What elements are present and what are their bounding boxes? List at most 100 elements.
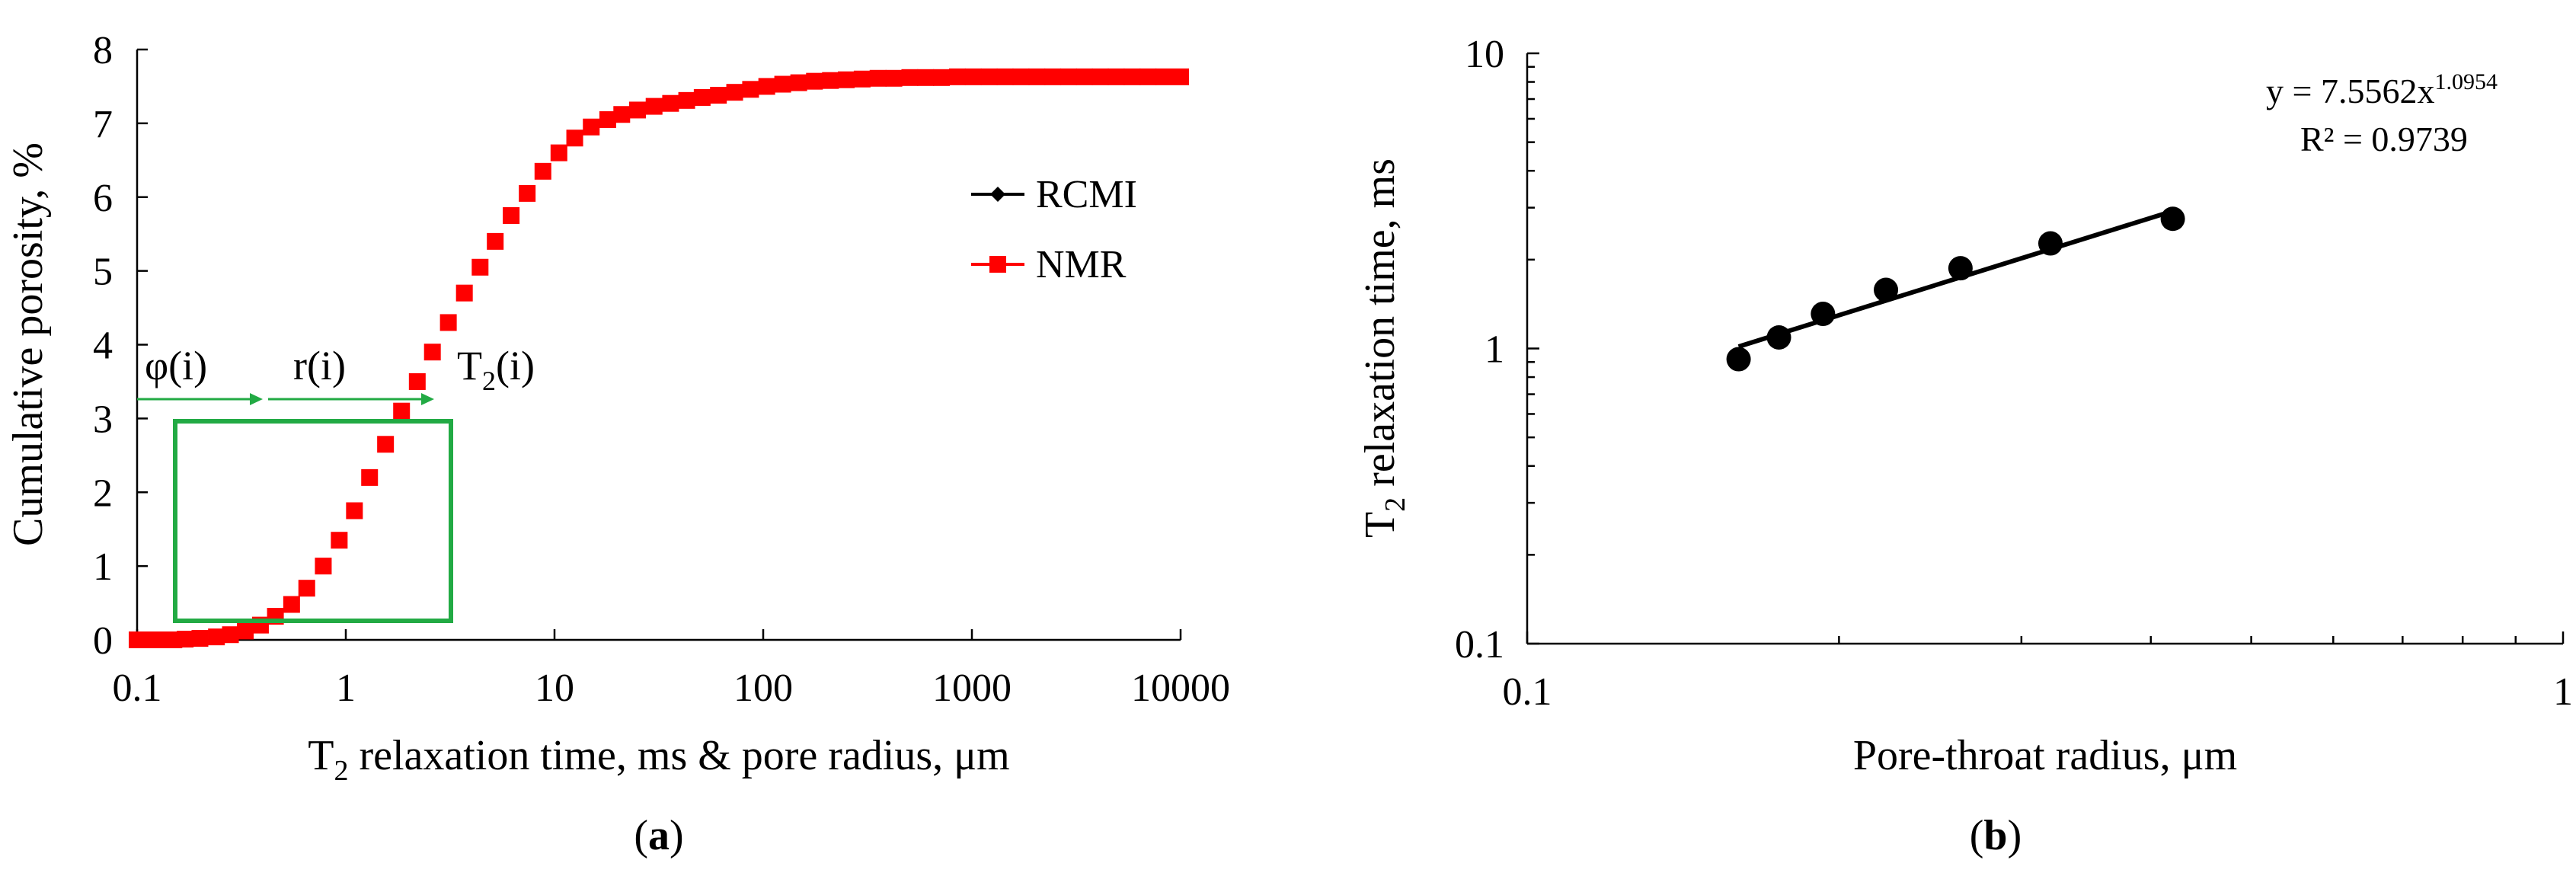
- x-tick-label: 10000: [1131, 667, 1230, 710]
- y-tick-label: 0.1: [1455, 623, 1504, 667]
- nmr-point: [742, 81, 759, 98]
- y-tick-label: 1: [1485, 328, 1504, 372]
- nmr-point: [726, 84, 743, 101]
- data-point: [2160, 206, 2185, 232]
- nmr-point: [1012, 68, 1030, 85]
- nmr-point: [693, 88, 711, 106]
- nmr-point: [137, 631, 155, 648]
- y-tick-label: 5: [93, 251, 113, 294]
- nmr-point: [662, 94, 679, 112]
- data-point: [1726, 347, 1751, 372]
- nmr-point: [917, 69, 935, 86]
- panel-b-x-label: Pore-throat radius, μm: [1853, 732, 2237, 779]
- x-tick-label: 0.1: [113, 667, 162, 710]
- nmr-point: [208, 628, 225, 646]
- nmr-point: [237, 622, 254, 640]
- legend-nmr-marker: [989, 256, 1006, 273]
- nmr-point: [283, 596, 300, 613]
- panel-a-y-ticks: 0 1 2 3 4 5 6 7 8: [93, 29, 148, 663]
- data-point: [2038, 231, 2063, 256]
- nmr-point: [853, 70, 871, 88]
- nmr-point: [710, 87, 727, 104]
- nmr-point: [1044, 68, 1062, 85]
- nmr-point: [550, 144, 567, 161]
- x-tick-label: 10: [535, 667, 574, 710]
- nmr-point: [1107, 68, 1125, 85]
- nmr-point: [455, 284, 473, 302]
- nmr-point: [869, 69, 887, 87]
- panel-a-x-ticks: 0.1 1 10 100 1000 10000: [113, 629, 1230, 710]
- nmr-point: [885, 69, 903, 87]
- x-tick-label: 0.1: [1503, 670, 1552, 714]
- nmr-point: [774, 75, 791, 93]
- annotation-t2: T2(i): [457, 343, 535, 396]
- nmr-point: [408, 372, 426, 390]
- nmr-point: [980, 68, 998, 85]
- x-tick-label: 1000: [932, 667, 1012, 710]
- nmr-point: [566, 129, 583, 147]
- panel-b-y-ticks: 0.1 1 10: [1455, 33, 1539, 667]
- nmr-point: [152, 631, 170, 648]
- nmr-point: [996, 68, 1014, 85]
- nmr-point: [822, 72, 839, 89]
- annotation-phi: φ(i): [145, 343, 207, 388]
- nmr-point: [1091, 68, 1109, 85]
- nmr-point: [806, 72, 823, 90]
- nmr-point: [964, 68, 982, 85]
- panel-a-caption: (a): [634, 812, 683, 859]
- trendline-equation: y = 7.5562x1.0954: [2266, 69, 2498, 110]
- nmr-point: [613, 106, 631, 123]
- trendline-r2: R² = 0.9739: [2300, 120, 2468, 158]
- data-point: [1874, 277, 1899, 302]
- nmr-point: [583, 118, 600, 136]
- legend: RCMI NMR: [971, 173, 1137, 286]
- data-point: [1811, 302, 1836, 327]
- y-tick-label: 0: [93, 619, 113, 663]
- nmr-point: [471, 258, 489, 276]
- y-tick-label: 1: [93, 545, 113, 589]
- y-tick-label: 10: [1465, 33, 1504, 76]
- nmr-point: [222, 626, 239, 644]
- data-point: [1948, 256, 1973, 281]
- nmr-point: [519, 184, 536, 202]
- nmr-point: [758, 78, 775, 95]
- nmr-point: [790, 74, 807, 91]
- nmr-point: [346, 502, 363, 520]
- data-points: [1726, 206, 2185, 372]
- x-tick-label: 100: [733, 667, 793, 710]
- x-tick-label: 1: [336, 667, 356, 710]
- nmr-point: [838, 71, 855, 88]
- arrow-r-head: [421, 393, 434, 405]
- nmr-point: [901, 69, 919, 86]
- nmr-point: [645, 98, 663, 115]
- nmr-point: [361, 468, 379, 486]
- nmr-point: [1075, 68, 1093, 85]
- y-tick-label: 4: [93, 325, 113, 368]
- nmr-point: [599, 111, 616, 129]
- panel-b-x-ticks: 0.1 1: [1503, 631, 2573, 714]
- nmr-point: [177, 631, 194, 648]
- nmr-point: [377, 436, 395, 453]
- panel-a: 0 1 2 3 4 5 6 7 8 0.1 1 10 100 1000 10000 φ(i) r(i) T…: [5, 29, 1230, 859]
- highlight-box: [173, 419, 453, 623]
- nmr-point: [1123, 68, 1141, 85]
- nmr-point: [1139, 68, 1157, 85]
- nmr-point: [487, 232, 504, 250]
- y-tick-label: 2: [93, 472, 113, 515]
- nmr-point: [298, 580, 315, 597]
- nmr-point: [439, 314, 457, 331]
- legend-rcmi-marker: [990, 187, 1005, 202]
- nmr-point: [534, 162, 551, 180]
- y-tick-label: 7: [93, 103, 113, 146]
- panel-b-caption: (b): [1970, 812, 2021, 859]
- nmr-series: [129, 68, 1189, 648]
- nmr-point: [948, 68, 966, 85]
- nmr-point: [1059, 68, 1077, 85]
- panel-a-y-label: Cumulative porosity, %: [5, 142, 52, 546]
- nmr-point: [423, 344, 441, 361]
- nmr-point: [331, 532, 348, 549]
- nmr-point: [1172, 68, 1189, 85]
- nmr-point: [1028, 68, 1046, 85]
